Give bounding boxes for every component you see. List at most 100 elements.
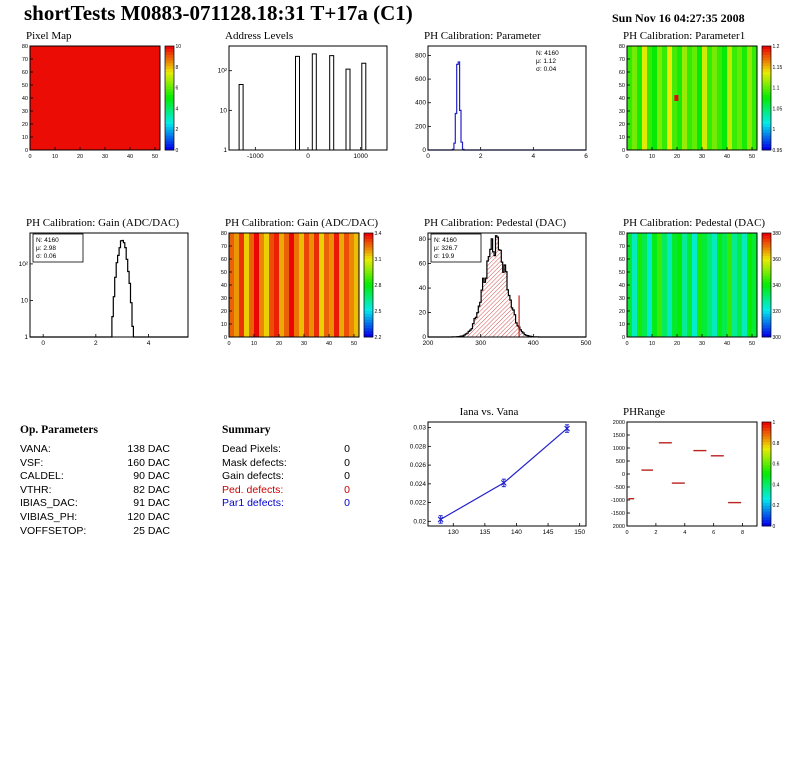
svg-text:30: 30 — [699, 341, 705, 347]
svg-text:30: 30 — [699, 154, 705, 160]
svg-text:0: 0 — [622, 472, 625, 478]
svg-text:0.026: 0.026 — [410, 462, 427, 469]
svg-text:0.02: 0.02 — [413, 518, 426, 525]
svg-text:10: 10 — [649, 341, 655, 347]
svg-text:80: 80 — [619, 231, 625, 237]
chart-title-gain-hist: PH Calibration: Gain (ADC/DAC) — [26, 217, 180, 229]
summary-row: Gain defects: 0 — [222, 470, 350, 484]
svg-text:8: 8 — [741, 530, 744, 536]
svg-text:2000: 2000 — [613, 524, 625, 530]
chart-title-ph-parameter: PH Calibration: Parameter — [424, 30, 541, 42]
summary-panel: Summary Dead Pixels: 0 Mask defects: 0 Gain … — [222, 424, 350, 511]
panel-address-levels: Address Levels -1000 0 1000 1 10 10² — [205, 30, 397, 169]
summary-row: Par1 defects: 0 — [222, 497, 350, 511]
summary-row-value: 0 — [344, 483, 350, 496]
op-parameter-row: VSF: 160 DAC — [20, 457, 170, 471]
summary-row-label: Mask defects: — [222, 456, 287, 469]
svg-text:40: 40 — [619, 96, 625, 102]
svg-text:0: 0 — [306, 153, 310, 160]
op-parameter-row: VOFFSETOP: 25 DAC — [20, 525, 170, 539]
svg-text:50: 50 — [619, 270, 625, 276]
panel-pedestal-hist: PH Calibration: Pedestal (DAC) 200 300 400… — [404, 217, 596, 356]
svg-text:2.8: 2.8 — [375, 283, 382, 289]
svg-text:30: 30 — [221, 296, 227, 302]
svg-text:0: 0 — [25, 148, 28, 154]
svg-text:20: 20 — [419, 310, 427, 317]
svg-text:50: 50 — [749, 154, 755, 160]
summary-row: Dead Pixels: 0 — [222, 443, 350, 457]
svg-text:2: 2 — [176, 127, 179, 133]
phrange-chart: 0 2 4 6 8 2000 1500 1000 500 0 -500 -1000 -1500 2000 1… — [611, 420, 780, 536]
summary-row-value: 0 — [344, 497, 350, 510]
svg-text:0.4: 0.4 — [773, 482, 780, 488]
op-parameters-rows: VANA: 138 DAC VSF: 160 DAC CALDEL: 90 DAC VTHR… — [20, 443, 170, 538]
svg-text:50: 50 — [749, 341, 755, 347]
svg-text:0: 0 — [227, 341, 230, 347]
svg-text:70: 70 — [22, 57, 28, 63]
op-parameter-row-label: VIBIAS_PH: — [20, 510, 78, 523]
svg-text:0: 0 — [426, 153, 430, 160]
svg-text:50: 50 — [351, 341, 357, 347]
panel-phrange: PHRange 0 2 4 6 8 2000 1500 1000 500 0 -500 -1000 -1… — [603, 406, 795, 545]
svg-text:200: 200 — [415, 123, 426, 130]
op-parameter-row: CALDEL: 90 DAC — [20, 470, 170, 484]
svg-text:σ: 0.04: σ: 0.04 — [536, 66, 557, 73]
svg-text:0: 0 — [422, 334, 426, 341]
svg-text:4: 4 — [147, 340, 151, 347]
svg-text:10: 10 — [21, 297, 29, 304]
svg-text:3.1: 3.1 — [375, 257, 382, 263]
op-parameter-row-value: 82 DAC — [133, 483, 170, 496]
svg-text:10: 10 — [251, 341, 257, 347]
summary-row-label: Par1 defects: — [222, 497, 284, 510]
svg-text:20: 20 — [674, 154, 680, 160]
svg-text:0.95: 0.95 — [773, 148, 783, 154]
svg-text:0.028: 0.028 — [410, 443, 427, 450]
panel-gain-map: PH Calibration: Gain (ADC/DAC) 0 10 20 30 40… — [205, 217, 397, 356]
chart-title-pedestal-map: PH Calibration: Pedestal (DAC) — [623, 217, 766, 229]
svg-text:70: 70 — [221, 244, 227, 250]
svg-text:70: 70 — [619, 244, 625, 250]
summary-row-value: 0 — [344, 443, 350, 455]
svg-text:σ: 0.06: σ: 0.06 — [36, 253, 57, 260]
chart-title-iana-vs-vana: Iana vs. Vana — [459, 406, 519, 418]
summary-row-label: Ped. defects: — [222, 483, 284, 496]
svg-text:6: 6 — [584, 153, 588, 160]
page-title: shortTests M0883-071128.18:31 T+17a (C1) — [24, 1, 413, 25]
chart-title-phrange: PHRange — [623, 406, 666, 418]
panel-pedestal-map: PH Calibration: Pedestal (DAC) 0 10 20 30 40… — [603, 217, 795, 356]
svg-text:-500: -500 — [614, 485, 625, 491]
svg-text:500: 500 — [581, 340, 592, 347]
svg-text:40: 40 — [22, 96, 28, 102]
svg-text:-1000: -1000 — [247, 153, 264, 160]
svg-text:2: 2 — [94, 340, 98, 347]
svg-text:320: 320 — [773, 309, 782, 315]
svg-text:20: 20 — [22, 122, 28, 128]
svg-text:0.6: 0.6 — [773, 462, 780, 468]
svg-text:2: 2 — [654, 530, 657, 536]
svg-text:20: 20 — [221, 309, 227, 315]
svg-text:40: 40 — [127, 154, 133, 160]
svg-text:μ: 1.12: μ: 1.12 — [536, 58, 556, 65]
svg-text:20: 20 — [276, 341, 282, 347]
svg-text:30: 30 — [619, 296, 625, 302]
svg-text:0.2: 0.2 — [773, 503, 780, 509]
summary-row-value: 0 — [344, 456, 350, 469]
svg-text:360: 360 — [773, 257, 782, 263]
svg-text:10: 10 — [649, 154, 655, 160]
svg-text:1.1: 1.1 — [773, 86, 780, 92]
svg-text:800: 800 — [415, 52, 426, 59]
svg-text:145: 145 — [543, 529, 554, 536]
svg-text:60: 60 — [619, 70, 625, 76]
op-parameter-row-value: 91 DAC — [133, 497, 170, 510]
summary-row: Mask defects: 0 — [222, 457, 350, 471]
svg-text:8: 8 — [176, 65, 179, 71]
svg-text:2: 2 — [479, 153, 483, 160]
svg-text:80: 80 — [619, 44, 625, 50]
svg-text:0: 0 — [224, 335, 227, 341]
summary-rows: Dead Pixels: 0 Mask defects: 0 Gain defects:… — [222, 443, 350, 511]
summary-row-value: 0 — [344, 470, 350, 483]
svg-text:1000: 1000 — [353, 153, 368, 160]
svg-text:80: 80 — [419, 236, 427, 243]
